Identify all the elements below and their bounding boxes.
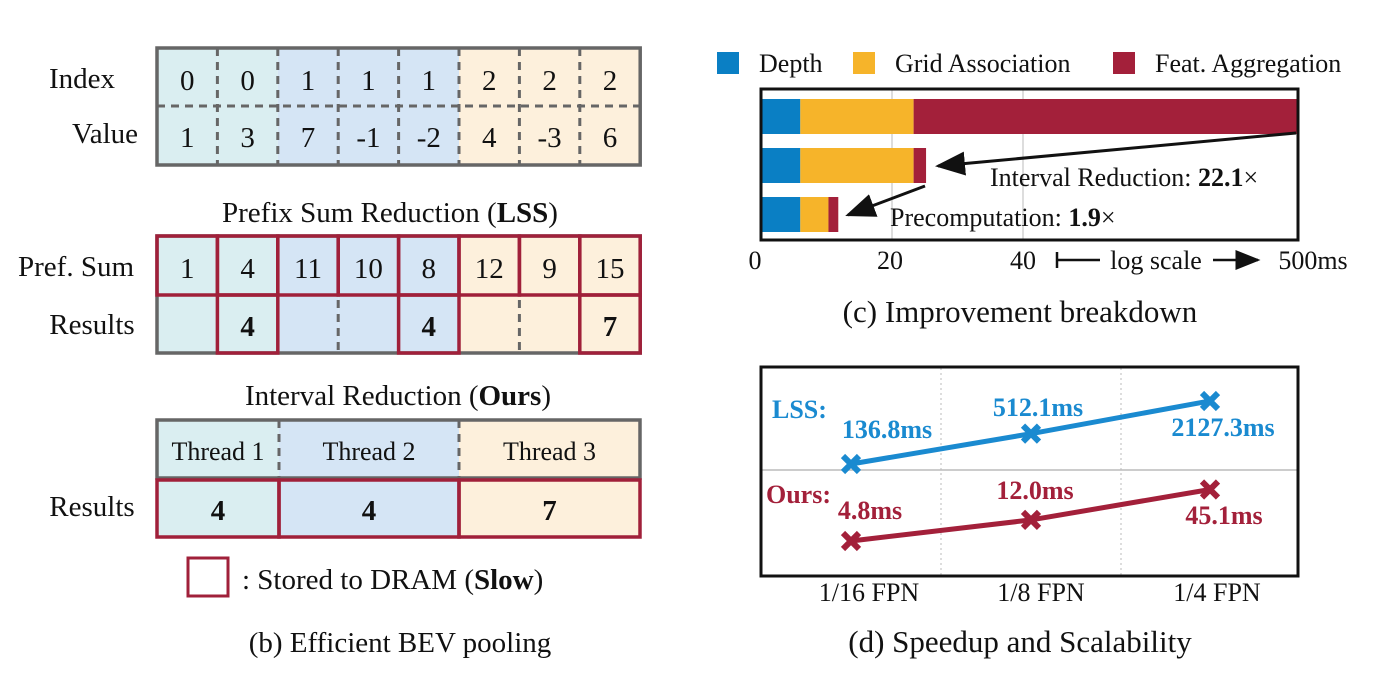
legend-label: Grid Association (895, 49, 1071, 78)
index-cell: 2 (603, 65, 618, 97)
caption-d: (d) Speedup and Scalability (848, 624, 1192, 659)
x-tick-label: 500ms (1278, 246, 1347, 275)
data-label: 512.1ms (993, 393, 1083, 422)
bar-grid-association (800, 197, 829, 232)
data-point-marker (1199, 479, 1221, 500)
lss-title: Prefix Sum Reduction (LSS) (222, 197, 558, 229)
lss-results-label: Results (49, 309, 134, 341)
index-cell: 0 (240, 65, 255, 97)
data-label: 136.8ms (842, 415, 932, 444)
bar-grid-association (800, 99, 914, 134)
prefsum-label: Pref. Sum (18, 251, 134, 283)
legend-swatch (717, 52, 739, 74)
ours-result-cell: 4 (362, 495, 377, 527)
bar-grid-association (800, 148, 914, 183)
index-cell: 2 (542, 65, 557, 97)
bar-feat-aggregation (913, 99, 1298, 134)
thread-label: Thread 3 (503, 437, 596, 466)
value-cell: -2 (417, 122, 441, 154)
thread-table (155, 418, 642, 480)
series-name: LSS: (772, 395, 827, 424)
data-point-marker (840, 453, 862, 475)
data-point-marker (1020, 509, 1042, 531)
legend-label: Depth (759, 49, 823, 78)
ours-result-cell: 4 (211, 495, 226, 527)
x-tick-label: 1/16 FPN (819, 578, 920, 607)
value-cell: 1 (180, 122, 195, 154)
dram-cell (396, 293, 461, 355)
x-tick-label: 0 (749, 246, 762, 275)
caption-c: (c) Improvement breakdown (843, 294, 1198, 329)
prefsum-cell: 15 (596, 253, 625, 285)
index-cell: 1 (301, 65, 316, 97)
legend-swatch (1113, 52, 1135, 74)
ours-title: Interval Reduction (Ours) (245, 380, 551, 412)
value-cell: 7 (301, 122, 316, 154)
data-point-marker (840, 530, 862, 552)
plot-frame (759, 87, 1300, 242)
dram-legend: : Stored to DRAM (Slow) (242, 564, 543, 596)
ours-result-cell: 7 (542, 495, 557, 527)
value-cell: 6 (603, 122, 618, 154)
prefsum-cell: 8 (422, 253, 437, 285)
data-label: 12.0ms (996, 476, 1073, 505)
dram-cell (457, 478, 642, 539)
index-cell: 1 (361, 65, 376, 97)
annotation: Precomputation: 1.9× (890, 203, 1116, 232)
value-cell: -1 (356, 122, 380, 154)
panel-c-chart: Depth Grid Association Feat. Aggregation In… (717, 49, 1348, 275)
value-label: Value (72, 118, 138, 150)
lss-result-cell: 4 (240, 311, 255, 343)
arrow-precomputation (845, 184, 926, 217)
log-scale-label: log scale (1110, 246, 1202, 275)
data-point-marker (1020, 423, 1042, 444)
dram-cell (215, 293, 280, 355)
bar-feat-aggregation (913, 148, 927, 183)
prefsum-cell: 11 (294, 253, 322, 285)
value-cell: -3 (538, 122, 562, 154)
x-tick-label: 1/4 FPN (1173, 578, 1261, 607)
value-cell: 4 (482, 122, 497, 154)
lss-result-cell: 4 (422, 311, 437, 343)
thread-label: Thread 2 (322, 437, 415, 466)
index-cell: 2 (482, 65, 497, 97)
index-cell: 1 (422, 65, 437, 97)
prefsum-cell: 1 (180, 253, 195, 285)
series-name: Ours: (766, 480, 831, 509)
panel-d-chart: 136.8ms 512.1ms 2127.3ms LSS: 4.8ms 12.0ms 45.… (759, 365, 1300, 607)
x-tick-label: 20 (877, 246, 903, 275)
prefsum-cell: 9 (542, 253, 557, 285)
bar-depth (761, 99, 801, 134)
prefsum-cell: 12 (475, 253, 504, 285)
arrow-interval-reduction (935, 131, 1297, 176)
bar-depth (761, 197, 801, 232)
legend-label: Feat. Aggregation (1155, 49, 1341, 78)
bar-feat-aggregation (828, 197, 839, 232)
plot-frame (759, 365, 1300, 578)
panel-b-bev-pooling: 0 0 1 1 1 2 2 21 3 7 -1 -2 4 -3 61 4 11 10 8 12 9 154 4 7Thread… (155, 46, 642, 539)
data-label: 4.8ms (838, 496, 902, 525)
data-label: 45.1ms (1185, 501, 1262, 530)
thread-label: Thread 1 (171, 437, 264, 466)
lss-result-cell: 7 (603, 311, 618, 343)
prefsum-cell: 4 (240, 253, 255, 285)
legend-swatch (853, 52, 875, 74)
x-tick-label: 40 (1010, 246, 1036, 275)
bar-depth (761, 148, 801, 183)
index-label: Index (49, 63, 116, 95)
dram-legend-swatch (186, 556, 230, 598)
dram-cell (578, 293, 642, 355)
data-point-marker (1199, 390, 1221, 412)
index-cell: 0 (180, 65, 195, 97)
index-value-table (155, 46, 642, 167)
x-tick-label: 1/8 FPN (997, 578, 1085, 607)
caption-b: (b) Efficient BEV pooling (249, 627, 552, 659)
value-cell: 3 (240, 122, 255, 154)
annotation: Interval Reduction: 22.1× (990, 163, 1258, 192)
data-label: 2127.3ms (1171, 413, 1274, 442)
prefsum-cell: 10 (354, 253, 383, 285)
ours-results-label: Results (49, 491, 134, 523)
